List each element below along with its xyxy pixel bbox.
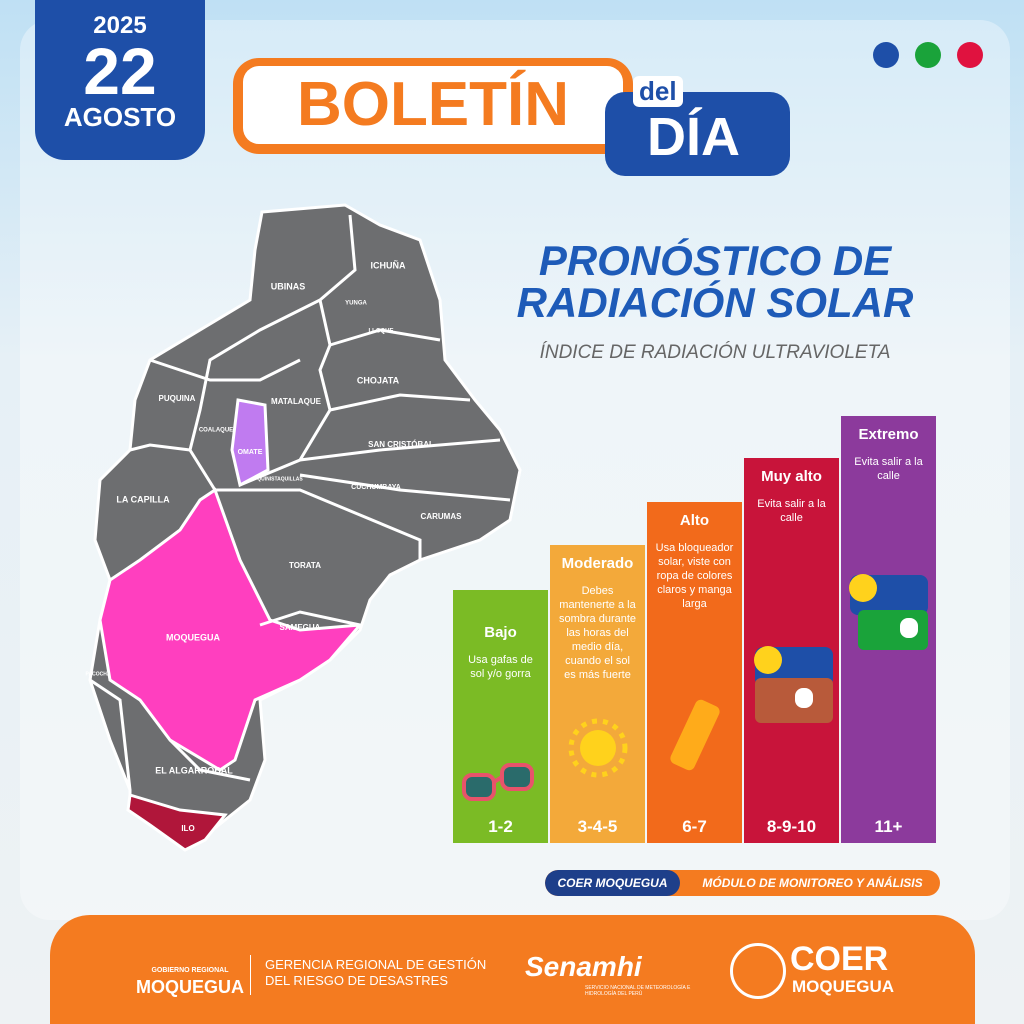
level-name: Alto (679, 512, 710, 529)
heading-line: PRONÓSTICO DE (538, 237, 892, 284)
house (754, 646, 833, 723)
footer: GOBIERNO REGIONAL MOQUEGUA GERENCIA REGI… (50, 915, 975, 1024)
borders (89, 214, 511, 791)
level-advice: Usa gafas de sol y/o gorra (468, 654, 533, 680)
dot (957, 42, 983, 68)
heading-line: RADIACIÓN SOLAR (516, 279, 914, 326)
gov: MOQUEGUA (136, 977, 244, 997)
year: 2025 (93, 12, 147, 39)
district-label: COALAQUE (199, 428, 233, 434)
map: UBINAS ICHUÑA YUNGA LLOQUE CHOJATA MATALAQUE P… (86, 203, 522, 852)
district-label: ICHUÑA (371, 260, 406, 270)
month: AGOSTO (63, 102, 177, 132)
tag-right: MÓDULO DE MONITOREO Y ANÁLISIS (702, 876, 923, 890)
district-omate (230, 398, 270, 488)
title2-box: del DÍA (605, 76, 790, 176)
subtitle: ÍNDICE DE RADIACIÓN ULTRAVIOLETA (539, 342, 891, 363)
district-label: CUCHUMBAYA (351, 484, 401, 491)
district-label: ILO (181, 824, 194, 833)
district-label: LA CAPILLA (116, 494, 170, 504)
level-range: 1-2 (488, 817, 513, 836)
district-label: EL ALGARROBAL (155, 765, 233, 775)
level-advice: Usa bloqueador solar, viste con ropa de … (655, 542, 734, 610)
level-range: 3-4-5 (577, 817, 618, 836)
coer: COER (790, 940, 889, 978)
uv-level: Moderado Debes mantenerte a la sombra dur… (550, 545, 645, 843)
level-advice: Debes mantenerte a la sombra durante las… (558, 585, 637, 681)
district-label: SAMEGUA (280, 623, 321, 632)
senamhi: Senamhi (525, 951, 642, 982)
level-advice: Evita salir a la calle (854, 456, 923, 482)
district-label: QUINISTAQUILLAS (257, 476, 303, 482)
level-range: 11+ (874, 817, 903, 836)
district-label: TORATA (289, 561, 321, 570)
level-name: Muy alto (761, 468, 822, 485)
title2: DÍA (647, 107, 740, 167)
dot (915, 42, 941, 68)
dot (873, 42, 899, 68)
district-label: SAN CRISTÓBAL (368, 440, 434, 449)
title-box: BOLETÍN (233, 58, 633, 154)
tag-left: COER MOQUEGUA (545, 870, 680, 896)
level-name: Moderado (561, 555, 634, 572)
level-advice: Evita salir a la calle (757, 498, 826, 524)
uv-level: Alto Usa bloqueador solar, viste con ropa… (647, 502, 742, 843)
level-name: Bajo (484, 624, 517, 641)
district-label: CHOJATA (357, 375, 400, 385)
separator (250, 955, 251, 995)
district-label: UBINAS (271, 281, 306, 291)
uv-level: Bajo Usa gafas de sol y/o gorra 1-2 (453, 590, 548, 843)
title: BOLETÍN (243, 66, 623, 144)
district-label: PACOCHA (86, 671, 111, 677)
sunglasses (462, 763, 534, 801)
district-label: CARUMAS (421, 512, 463, 521)
heading: PRONÓSTICO DE RADIACIÓN SOLAR (470, 240, 960, 324)
gov-small: GOBIERNO REGIONAL (151, 967, 229, 974)
sun (568, 718, 628, 778)
connector: del (633, 76, 683, 107)
district-label: OMATE (238, 449, 263, 456)
district-moquegua (98, 487, 364, 772)
tag: COER MOQUEGUA MÓDULO DE MONITOREO Y ANÁL… (545, 870, 940, 896)
district-ilo (126, 793, 228, 852)
district-label: LLOQUE (369, 329, 394, 335)
level-range: 8-9-10 (766, 817, 817, 836)
senamhi-sub: SERVICIO NACIONAL DE METEOROLOGÍA E HIDR… (585, 985, 691, 997)
coer-seal (730, 943, 786, 999)
level-range: 6-7 (682, 817, 707, 836)
day: 22 (83, 34, 157, 108)
level-name: Extremo (858, 426, 919, 443)
district-label: MATALAQUE (271, 397, 322, 406)
sunscreen (670, 699, 720, 771)
district-label: YUNGA (345, 301, 367, 307)
date-block: 2025 22 AGOSTO (35, 0, 205, 160)
icons (462, 574, 928, 801)
gerencia: GERENCIA REGIONAL DE GESTIÓN (265, 957, 487, 972)
district-label: PUQUINA (159, 394, 196, 403)
gerencia: DEL RIESGO DE DESASTRES (265, 973, 449, 988)
house (849, 574, 928, 650)
district-label: MOQUEGUA (166, 632, 221, 642)
coer-sub: MOQUEGUA (792, 977, 894, 996)
